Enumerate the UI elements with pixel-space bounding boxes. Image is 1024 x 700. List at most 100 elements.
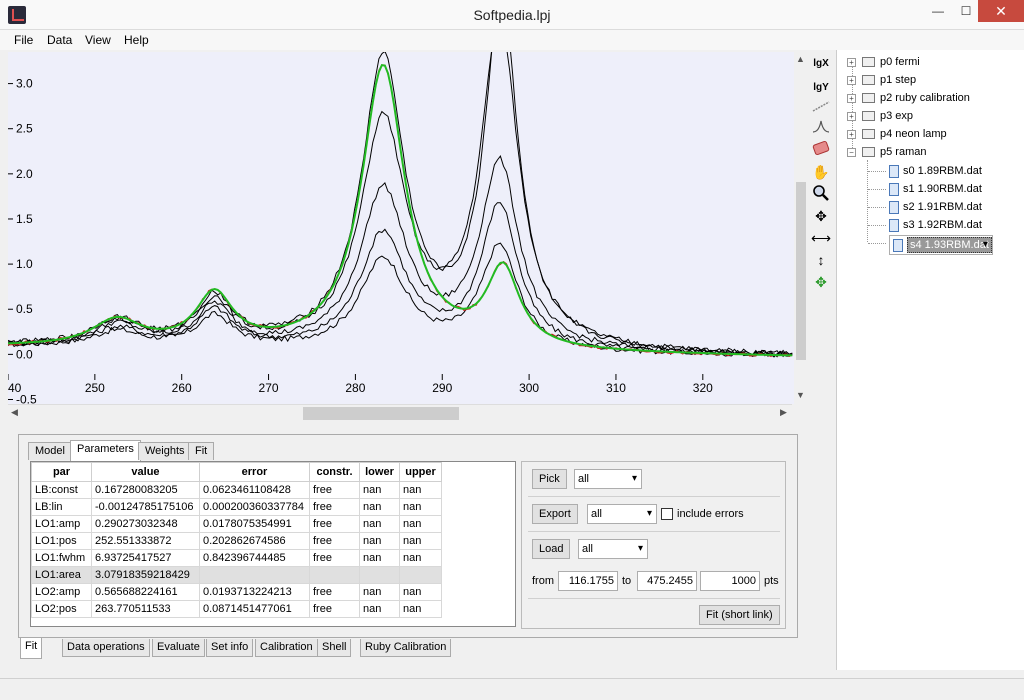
collapse-icon[interactable]: − [847,147,856,157]
tree-folder-p3[interactable]: + p3 exp [847,108,913,124]
include-errors-checkbox[interactable] [661,508,673,520]
column-header-par[interactable]: par [31,462,92,482]
tree-folder-p1[interactable]: + p1 step [847,72,916,88]
table-cell[interactable]: nan [399,481,442,499]
expand-icon[interactable]: + [847,129,856,139]
points-input[interactable]: 1000 [700,571,760,591]
horizontal-arrows-icon[interactable]: ⟷ [810,230,832,246]
tree-folder-p0[interactable]: + p0 fermi [847,54,920,70]
table-cell[interactable]: 0.0193713224213 [199,583,310,601]
table-cell[interactable]: LB:const [31,481,92,499]
load-button[interactable]: Load [532,539,571,559]
tab-ruby-calibration[interactable]: Ruby Calibration [360,639,452,657]
table-cell[interactable]: nan [359,583,400,601]
table-cell[interactable]: LO1:pos [31,532,92,550]
to-input[interactable]: 475.2455 [637,571,697,591]
table-cell[interactable]: nan [359,532,400,550]
tree-file-s2[interactable]: s2 1.91RBM.dat [889,199,982,215]
peak-icon[interactable] [810,118,832,138]
log-x-button[interactable]: lgX [813,58,829,69]
table-cell[interactable]: 0.167280083205 [91,481,200,499]
pick-button[interactable]: Pick [532,469,567,489]
scroll-up-icon[interactable]: ▲ [796,54,805,64]
move-green-icon[interactable]: ✥ [815,274,827,290]
table-cell[interactable]: nan [399,515,442,533]
tab-shell[interactable]: Shell [317,639,352,657]
table-cell[interactable]: free [309,481,360,499]
tree-folder-p4[interactable]: + p4 neon lamp [847,126,947,142]
scroll-thumb[interactable] [303,407,459,420]
fit-short-link-button[interactable]: Fit (short link) [699,605,780,625]
plot-vertical-scrollbar[interactable]: ▲ ▼ [794,52,808,404]
table-cell[interactable]: free [309,583,360,601]
table-cell[interactable]: nan [359,498,400,516]
expand-icon[interactable]: + [847,57,856,67]
table-cell[interactable]: free [309,549,360,567]
table-row[interactable]: LO2:amp 0.565688224161 0.0193713224213 free… [31,583,442,601]
table-cell[interactable]: 252.551333872 [91,532,200,550]
export-select[interactable]: all [587,504,657,524]
table-row[interactable]: LO1:area 3.07918359218429 [31,566,442,584]
maximize-button[interactable]: ☐ [960,4,972,18]
tab-weights[interactable]: Weights [138,442,192,460]
tree-folder-p2[interactable]: + p2 ruby calibration [847,90,970,106]
table-cell[interactable]: 0.0623461108428 [199,481,310,499]
table-cell[interactable]: 0.290273032348 [91,515,200,533]
log-y-button[interactable]: lgY [813,82,829,93]
table-cell[interactable]: LO2:amp [31,583,92,601]
table-row[interactable]: LO1:fwhm 6.93725417527 0.842396744485 free n… [31,549,442,567]
eraser-icon[interactable] [810,140,832,160]
tab-set-info[interactable]: Set info [206,639,254,657]
table-cell[interactable]: 0.0178075354991 [199,515,310,533]
tab-parameters[interactable]: Parameters [70,440,141,461]
table-cell[interactable]: free [309,600,360,618]
table-cell[interactable]: nan [359,481,400,499]
minimize-button[interactable]: — [932,4,944,18]
menu-view[interactable]: View [85,33,111,47]
table-cell[interactable]: nan [399,498,442,516]
spectrum-plot[interactable]: 3.0 2.5 2.0 1.5 1.0 0.5 0.0 -0.5 40 250 260 270 280… [7,0,794,406]
menu-help[interactable]: Help [124,33,149,47]
tree-folder-p5[interactable]: − p5 raman [847,144,926,160]
tree-file-s3[interactable]: s3 1.92RBM.dat [889,217,982,233]
hand-icon[interactable]: ✋ [812,164,830,180]
pick-select[interactable]: all [574,469,642,489]
table-cell[interactable]: nan [359,549,400,567]
load-select[interactable]: all [578,539,648,559]
table-row[interactable]: LB:lin -0.00124785175106 0.000200360337784… [31,498,442,516]
table-row[interactable]: LO1:pos 252.551333872 0.202862674586 free na… [31,532,442,550]
table-cell[interactable]: free [309,515,360,533]
table-cell[interactable]: 0.842396744485 [199,549,310,567]
table-cell[interactable]: LB:lin [31,498,92,516]
tab-calibration[interactable]: Calibration [255,639,318,657]
table-cell[interactable]: LO1:fwhm [31,549,92,567]
scroll-thumb[interactable] [796,182,806,360]
table-row[interactable]: LO2:pos 263.770511533 0.0871451477061 free n… [31,600,442,618]
table-cell[interactable]: 0.0871451477061 [199,600,310,618]
tab-data-operations[interactable]: Data operations [62,639,150,657]
table-cell[interactable]: 0.202862674586 [199,532,310,550]
tree-file-s0[interactable]: s0 1.89RBM.dat [889,163,982,179]
tab-evaluate[interactable]: Evaluate [152,639,205,657]
table-cell[interactable]: nan [399,583,442,601]
scroll-down-icon[interactable]: ▼ [796,390,805,400]
close-button[interactable]: ✕ [978,0,1024,22]
scroll-right-icon[interactable]: ▶ [780,407,787,417]
column-header-constr[interactable]: constr. [309,462,360,482]
table-cell[interactable]: 3.07918359218429 [91,566,200,584]
table-cell[interactable]: 0.565688224161 [91,583,200,601]
table-cell[interactable]: 0.000200360337784 [199,498,310,516]
table-cell[interactable]: 263.770511533 [91,600,200,618]
table-cell[interactable]: nan [399,600,442,618]
menu-data[interactable]: Data [47,33,73,47]
table-row[interactable]: LB:const 0.167280083205 0.0623461108428 fre… [31,481,442,499]
column-header-upper[interactable]: upper [399,462,442,482]
table-cell[interactable]: -0.00124785175106 [91,498,200,516]
from-input[interactable]: 116.1755 [558,571,618,591]
table-cell[interactable]: free [309,498,360,516]
table-row[interactable]: LO1:amp 0.290273032348 0.0178075354991 free… [31,515,442,533]
expand-icon[interactable]: + [847,93,856,103]
table-cell[interactable]: nan [359,515,400,533]
scroll-left-icon[interactable]: ◀ [11,407,18,417]
column-header-value[interactable]: value [91,462,200,482]
